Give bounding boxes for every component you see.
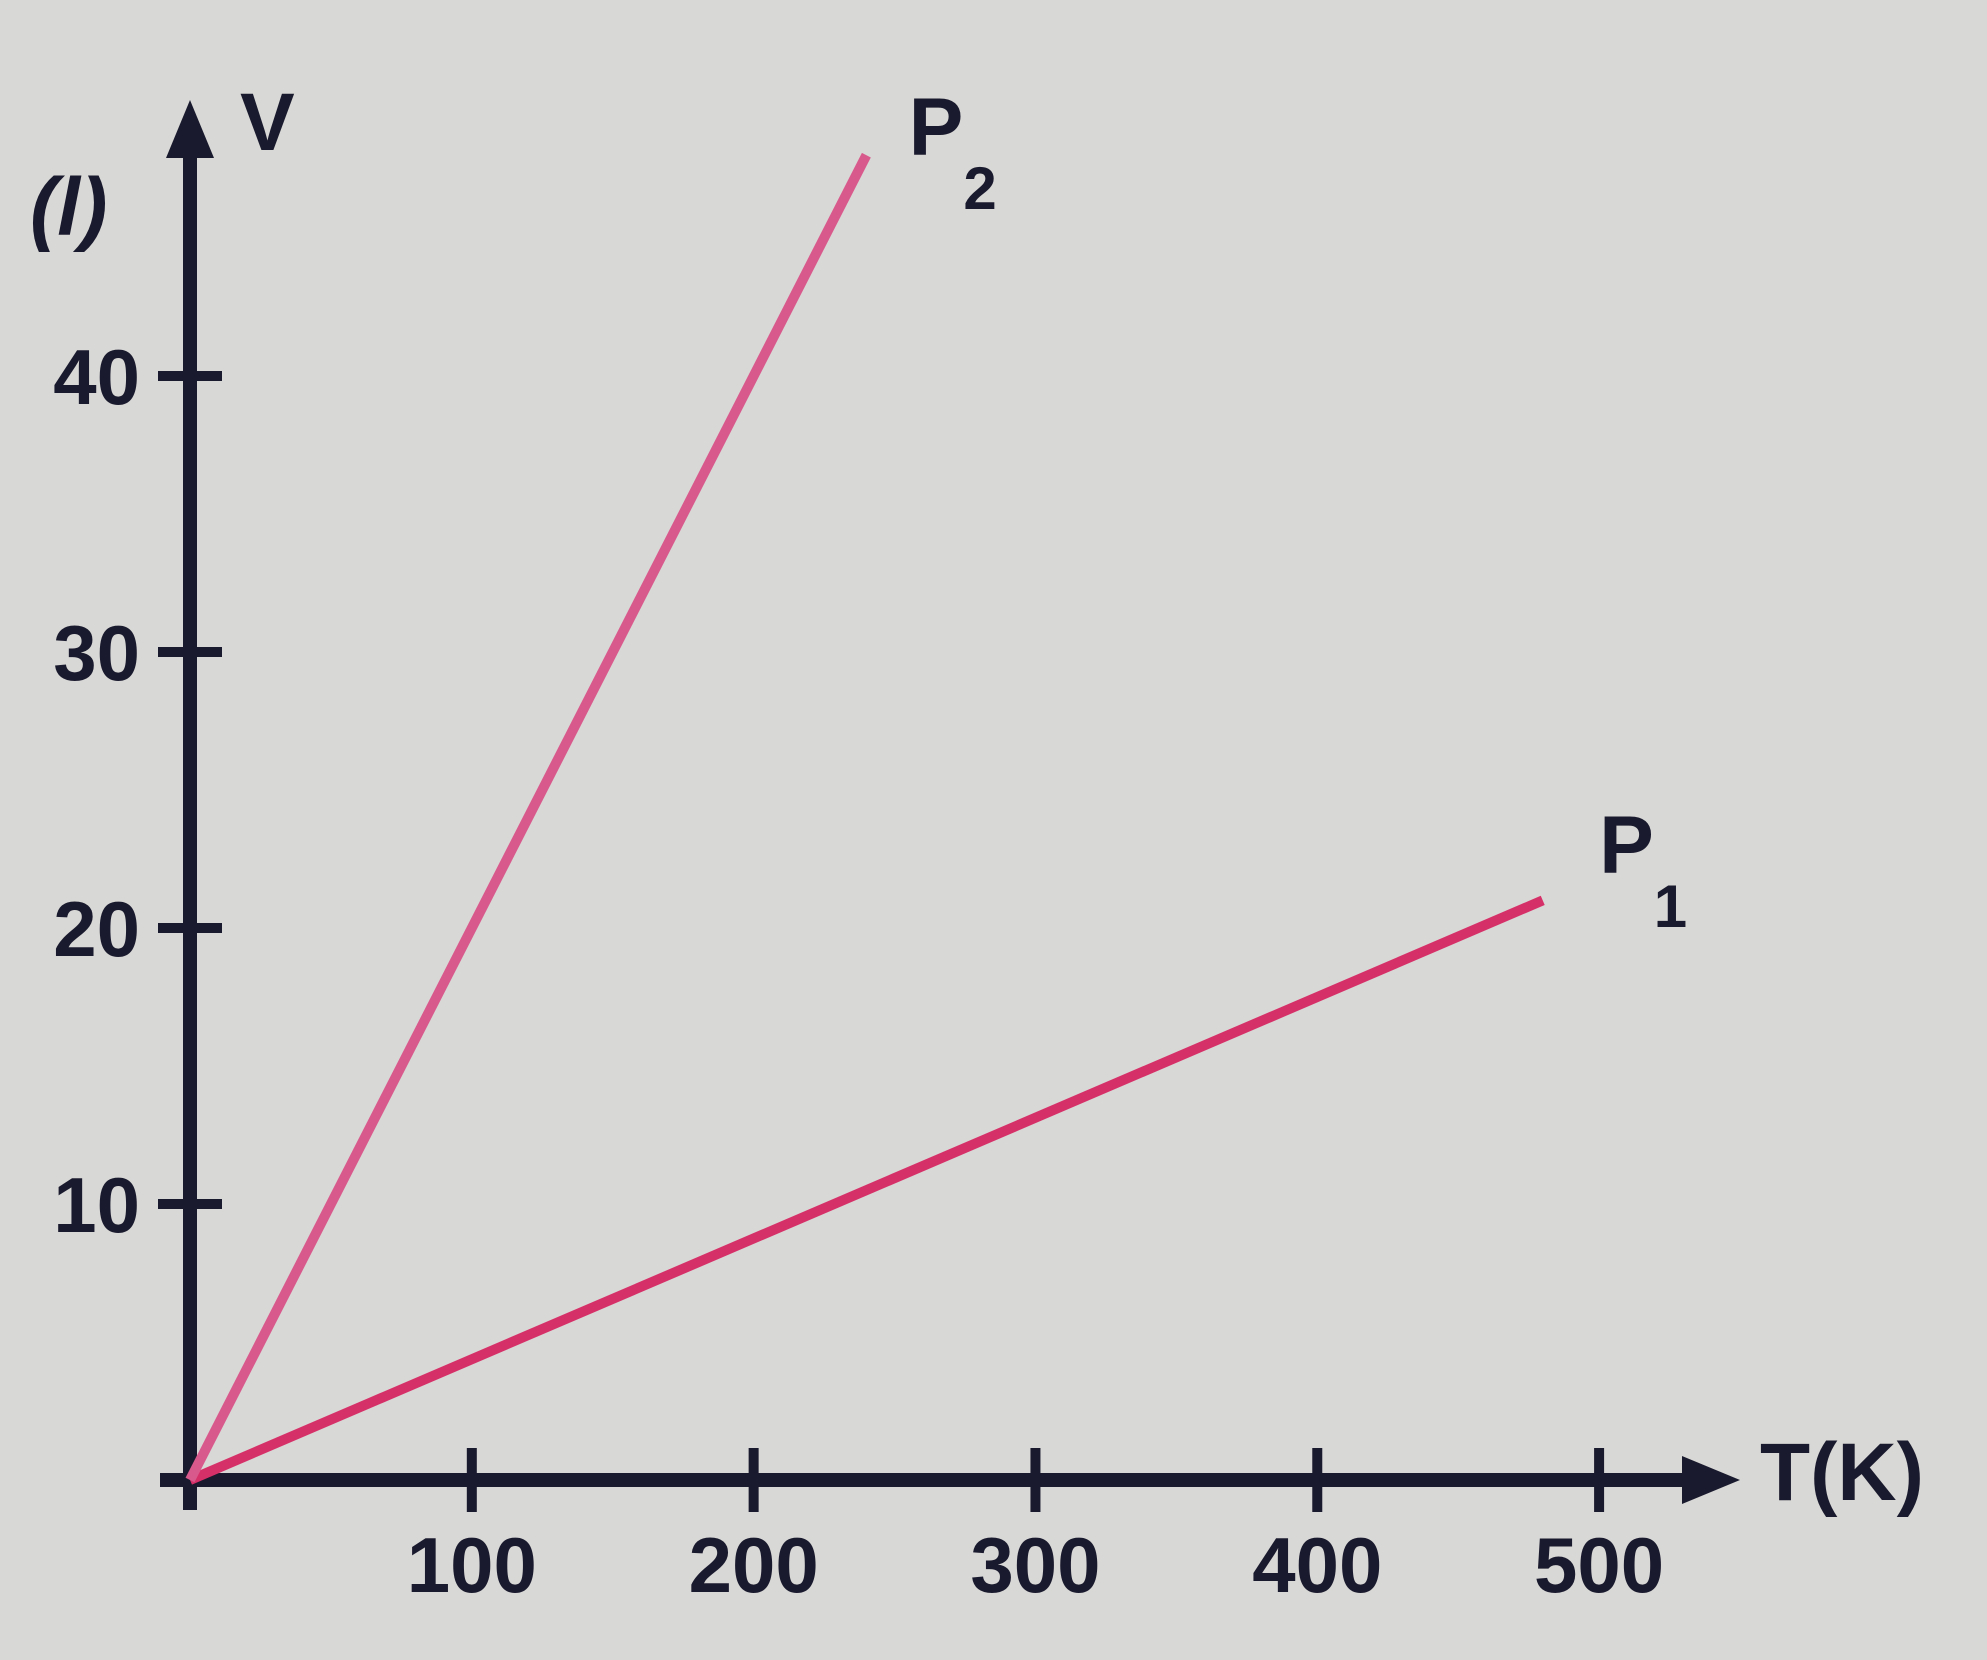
axes [160, 100, 1740, 1510]
series-label-P2: P2 [909, 82, 997, 222]
x-tick-label: 400 [1252, 1521, 1382, 1609]
y-tick-label: 30 [53, 609, 140, 697]
x-tick-label: 300 [970, 1521, 1100, 1609]
series-line-P2 [190, 155, 866, 1480]
series-label-P1: P1 [1599, 800, 1687, 940]
y-tick-label: 20 [53, 885, 140, 973]
y-tick-label: 10 [53, 1161, 140, 1249]
x-tick-label: 100 [407, 1521, 537, 1609]
x-ticks: 100 200 300 400 500 [407, 1448, 1664, 1609]
labels: V(l)T(K)P1P2 [30, 77, 1924, 1518]
y-axis-title-line1: V [240, 77, 295, 168]
y-axis-title-line2: (l) [30, 162, 107, 253]
x-axis-arrow [1682, 1456, 1740, 1504]
series-label-sub: 1 [1654, 872, 1687, 939]
series-label-base: P [1599, 800, 1654, 891]
series [190, 155, 1543, 1480]
x-axis-title: T(K) [1760, 1427, 1924, 1518]
series-line-P1 [190, 900, 1543, 1480]
line-chart: 10203040 100200300400500 V(l)T(K)P1P2 [0, 0, 1987, 1660]
y-tick-label: 40 [53, 333, 140, 421]
x-tick-label: 200 [689, 1521, 819, 1609]
series-label-base: P [909, 82, 964, 173]
x-tick-label: 500 [1534, 1521, 1664, 1609]
y-axis-arrow [166, 100, 214, 158]
series-label-sub: 2 [963, 155, 996, 222]
chart-container: 10203040 100200300400500 V(l)T(K)P1P2 [0, 0, 1987, 1660]
